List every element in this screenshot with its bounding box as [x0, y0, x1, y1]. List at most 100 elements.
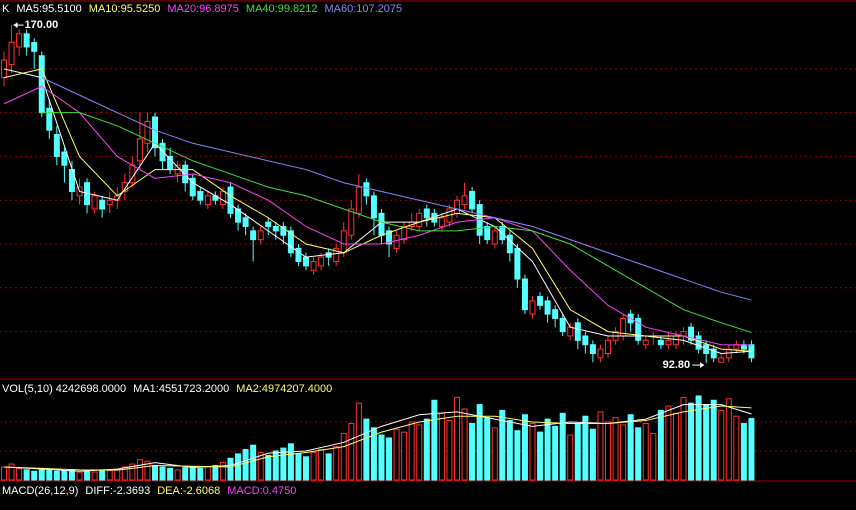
legend-entry: MA20:96.8975	[167, 3, 239, 15]
candle-body	[378, 212, 385, 236]
candle-body	[438, 217, 445, 227]
legend-entry: MA10:95.5250	[89, 3, 161, 15]
candle-body	[423, 208, 430, 219]
volume-bar	[725, 398, 732, 481]
candle-body	[597, 348, 604, 359]
volume-bar	[333, 446, 340, 481]
candle-body	[287, 230, 294, 254]
volume-bar	[310, 451, 317, 481]
candle-body	[31, 42, 38, 52]
candle-body	[718, 357, 725, 363]
volume-bar	[386, 437, 393, 481]
candle-body	[99, 199, 106, 210]
candle-body	[544, 300, 551, 315]
volume-bar	[597, 411, 604, 481]
volume-bar	[318, 449, 325, 481]
candle-body	[310, 261, 317, 271]
candle-body	[121, 182, 128, 192]
volume-bar	[740, 422, 747, 481]
candle-body	[46, 107, 53, 131]
volume-bar	[703, 404, 710, 481]
candle-body	[355, 186, 362, 214]
candle-body	[159, 142, 166, 162]
candle-body	[136, 138, 143, 162]
candle-body	[672, 335, 679, 346]
candle-body	[484, 225, 491, 241]
volume-bar	[446, 420, 453, 481]
volume-bar	[370, 427, 377, 481]
volume-bar	[106, 470, 113, 481]
candle-body	[589, 344, 596, 354]
candle-body	[567, 326, 574, 337]
candle-body	[235, 208, 242, 223]
candle-body	[665, 339, 672, 346]
candle-body	[454, 199, 460, 214]
candle-body	[529, 300, 536, 315]
volume-bar	[589, 428, 596, 481]
volume-bar	[378, 434, 385, 481]
volume-bar	[672, 412, 679, 481]
volume-bar	[612, 417, 619, 481]
candle-body	[695, 335, 702, 350]
candle-body	[189, 177, 196, 197]
volume-bar	[567, 434, 574, 481]
volume-bar	[506, 420, 513, 481]
volume-bar	[325, 453, 332, 481]
legend-entry: MA60:107.2075	[324, 3, 402, 15]
candle-body	[491, 230, 498, 245]
candle-body	[272, 225, 279, 232]
volume-bar	[499, 409, 506, 481]
legend-entry: VOL(5,10) 4242698.0000	[2, 383, 126, 395]
moving-average-line	[41, 77, 752, 301]
volume-bar	[537, 431, 544, 481]
volume-bar	[8, 463, 15, 481]
volume-bar	[46, 469, 53, 481]
candle-body	[401, 225, 408, 241]
volume-bar	[521, 414, 528, 481]
volume-bar	[469, 422, 476, 481]
volume-bar	[257, 451, 264, 481]
candle-body	[91, 195, 98, 210]
volume-bar	[152, 465, 158, 481]
volume-bar	[582, 415, 589, 481]
candle-body	[386, 230, 393, 245]
volume-bar	[23, 469, 30, 481]
legend-entry: DIFF:-2.3693	[85, 485, 150, 497]
volume-bar	[61, 470, 68, 481]
legend-entry: MACD(26,12,9)	[2, 485, 78, 497]
candle-body	[219, 190, 226, 206]
volume-bar	[431, 399, 438, 481]
legend-entry: K	[2, 3, 10, 15]
volume-bar	[38, 467, 45, 481]
candle-body	[204, 195, 211, 206]
candle-body	[605, 339, 611, 354]
annotation-arrowhead	[700, 362, 705, 369]
volume-bar	[620, 424, 627, 481]
volume-bar	[197, 467, 204, 481]
candle-body	[280, 225, 287, 236]
volume-bar	[53, 470, 60, 481]
candle-body	[521, 278, 528, 311]
volume-bar	[235, 453, 242, 481]
volume-bar	[348, 422, 355, 481]
volume-bar	[31, 470, 38, 481]
volume-bar	[544, 418, 551, 481]
moving-average-line	[3, 405, 752, 471]
volume-bar	[635, 427, 642, 481]
candle-body	[242, 217, 249, 227]
volume-bar	[340, 433, 347, 481]
legend-entry: MA2:4974207.4000	[236, 383, 332, 395]
candle-body	[182, 164, 189, 184]
volume-bar	[272, 450, 279, 481]
volume-bar	[476, 404, 483, 481]
candle-body	[657, 339, 664, 346]
volume-bar	[461, 408, 468, 481]
volume-bar	[167, 467, 174, 481]
volume-bar	[733, 415, 740, 481]
volume-bar	[529, 422, 536, 481]
volume-bar	[401, 431, 408, 481]
candle-body	[348, 208, 355, 236]
legend-entry: MA1:4551723.2000	[133, 383, 229, 395]
candle-body	[559, 317, 566, 333]
volume-bar	[91, 471, 98, 481]
